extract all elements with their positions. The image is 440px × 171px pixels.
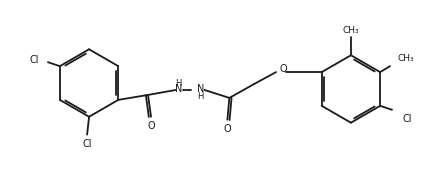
Text: O: O (279, 64, 287, 74)
Text: H: H (198, 92, 204, 101)
Text: Cl: Cl (402, 114, 412, 124)
Text: O: O (147, 121, 155, 131)
Text: N: N (197, 84, 204, 94)
Text: H: H (176, 78, 182, 88)
Text: N: N (175, 84, 183, 94)
Text: CH₃: CH₃ (398, 54, 414, 63)
Text: CH₃: CH₃ (343, 26, 359, 35)
Text: Cl: Cl (82, 139, 92, 149)
Text: Cl: Cl (29, 55, 39, 65)
Text: O: O (224, 124, 231, 134)
